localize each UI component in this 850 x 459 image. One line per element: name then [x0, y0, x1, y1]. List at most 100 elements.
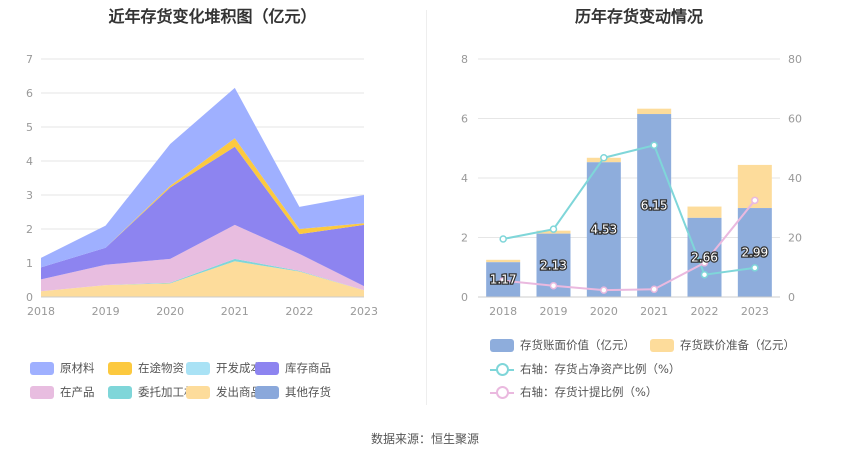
legend-label: 开发成本 [216, 361, 262, 375]
panel-divider [426, 10, 427, 405]
bar-value-label: 6.15 [641, 199, 668, 213]
right-right-y-tick-label: 20 [788, 232, 802, 245]
left-x-tick-label: 2022 [285, 305, 313, 318]
left-y-tick-label: 6 [26, 87, 33, 100]
left-legend-item[interactable]: 原材料 [30, 360, 95, 376]
legend-label: 在途物资 [138, 361, 184, 375]
ratio-net-asset-point [600, 154, 608, 162]
data-source-note: 数据来源：恒生聚源 [370, 432, 479, 446]
right-x-tick-label: 2020 [590, 305, 618, 318]
right-x-tick-label: 2021 [640, 305, 668, 318]
right-x-tick-label: 2018 [489, 305, 517, 318]
legend-swatch [108, 361, 132, 375]
left-legend-item[interactable]: 开发成本 [186, 360, 262, 376]
area-series-0 [41, 261, 364, 297]
legend-swatch [108, 385, 132, 399]
ratio-net-asset-point [700, 270, 709, 279]
left-x-tick-label: 2023 [350, 305, 378, 318]
legend-swatch [650, 338, 674, 352]
right-legend-item[interactable]: 存货账面价值（亿元） [490, 337, 635, 353]
left-chart-title: 近年存货变化堆积图（亿元） [108, 7, 317, 26]
legend-swatch [30, 385, 54, 399]
legend-label: 发出商品 [216, 385, 262, 399]
legend-label: 存货账面价值（亿元） [520, 338, 635, 352]
right-left-y-tick-label: 6 [461, 113, 468, 126]
left-y-tick-label: 1 [26, 257, 33, 270]
left-y-tick-label: 0 [26, 291, 33, 304]
right-legend-item[interactable]: 右轴：存货计提比例（%） [490, 384, 657, 400]
ratio-net-asset-point [751, 264, 759, 272]
legend-swatch [490, 362, 514, 376]
area-series-2 [41, 224, 364, 292]
left-y-tick-label: 7 [26, 53, 33, 66]
bar-value-label: 2.13 [540, 258, 567, 272]
book-value-bar [687, 217, 722, 297]
right-x-tick-label: 2023 [741, 305, 769, 318]
bar-value-label: 4.53 [590, 223, 617, 237]
provision-ratio-point [499, 276, 507, 285]
left-x-tick-label: 2021 [221, 305, 249, 318]
right-left-y-tick-label: 0 [461, 291, 468, 304]
provision-ratio-point [650, 285, 658, 294]
left-legend-item[interactable]: 在产品 [30, 384, 95, 400]
legend-label: 右轴：存货计提比例（%） [520, 385, 658, 399]
right-x-tick-label: 2019 [540, 305, 568, 318]
legend-swatch [255, 361, 279, 375]
bar-value-label: 2.99 [741, 246, 768, 260]
legend-swatch [490, 385, 514, 399]
legend-label: 原材料 [60, 361, 95, 375]
area-series-5 [41, 138, 364, 268]
ratio-net-asset-point [650, 141, 658, 150]
reserve-bar [637, 108, 672, 115]
ratio-net-asset-line [502, 144, 755, 276]
provision-ratio-point [700, 259, 709, 267]
provision-ratio-point [751, 196, 759, 205]
right-chart-title: 历年存货变动情况 [574, 7, 703, 26]
right-left-y-tick-label: 2 [461, 232, 468, 245]
legend-label: 库存商品 [285, 361, 331, 375]
reserve-bar [687, 206, 722, 218]
right-x-tick-label: 2022 [691, 305, 719, 318]
right-right-y-tick-label: 80 [788, 53, 802, 66]
reserve-bar [486, 259, 521, 263]
left-legend-item[interactable]: 发出商品 [186, 384, 262, 400]
legend-label: 其他存货 [285, 385, 331, 399]
bar-value-label: 1.17 [490, 273, 517, 287]
left-x-tick-label: 2018 [27, 305, 55, 318]
right-legend-item[interactable]: 存货跌价准备（亿元） [650, 337, 795, 353]
legend-swatch [255, 385, 279, 399]
left-y-tick-label: 3 [26, 189, 33, 202]
right-legend-item[interactable]: 右轴：存货占净资产比例（%） [490, 361, 680, 377]
stacked-area-chart: 0 1 2 3 4 5 6 7 2018 2019 2020 2021 2022 2023 [26, 53, 378, 318]
book-value-bar [737, 208, 772, 297]
right-right-y-tick-label: 40 [788, 172, 802, 185]
left-x-tick-label: 2020 [156, 305, 184, 318]
ratio-net-asset-point [549, 225, 558, 233]
legend-swatch [30, 361, 54, 375]
right-right-y-tick-label: 60 [788, 113, 802, 126]
legend-label: 在产品 [60, 385, 95, 399]
left-y-tick-label: 5 [26, 121, 33, 134]
ratio-net-asset-point [499, 235, 507, 243]
provision-ratio-point [600, 286, 608, 294]
left-legend-item[interactable]: 库存商品 [255, 360, 331, 376]
right-left-y-tick-label: 4 [461, 172, 468, 185]
right-right-y-tick-label: 0 [788, 291, 795, 304]
area-series-6 [41, 87, 364, 268]
legend-swatch [490, 338, 514, 352]
legend-swatch [186, 385, 210, 399]
provision-ratio-point [549, 281, 558, 290]
provision-ratio-line [503, 199, 756, 292]
legend-swatch [186, 361, 210, 375]
bar-value-label: 2.66 [691, 250, 718, 264]
area-series-3 [41, 146, 364, 287]
book-value-bar [586, 162, 621, 297]
left-legend-item[interactable]: 在途物资 [108, 360, 184, 376]
stacked-area-panel: 近年存货变化堆积图（亿元） 0 1 2 3 4 5 6 7 2018 2019 2020 2021 20… [0, 0, 425, 410]
left-legend-item[interactable]: 其他存货 [255, 384, 331, 400]
right-left-y-tick-label: 8 [461, 53, 468, 66]
left-y-tick-label: 4 [26, 155, 33, 168]
legend-label: 右轴：存货占净资产比例（%） [520, 362, 681, 376]
legend-label: 存货跌价准备（亿元） [680, 338, 795, 352]
